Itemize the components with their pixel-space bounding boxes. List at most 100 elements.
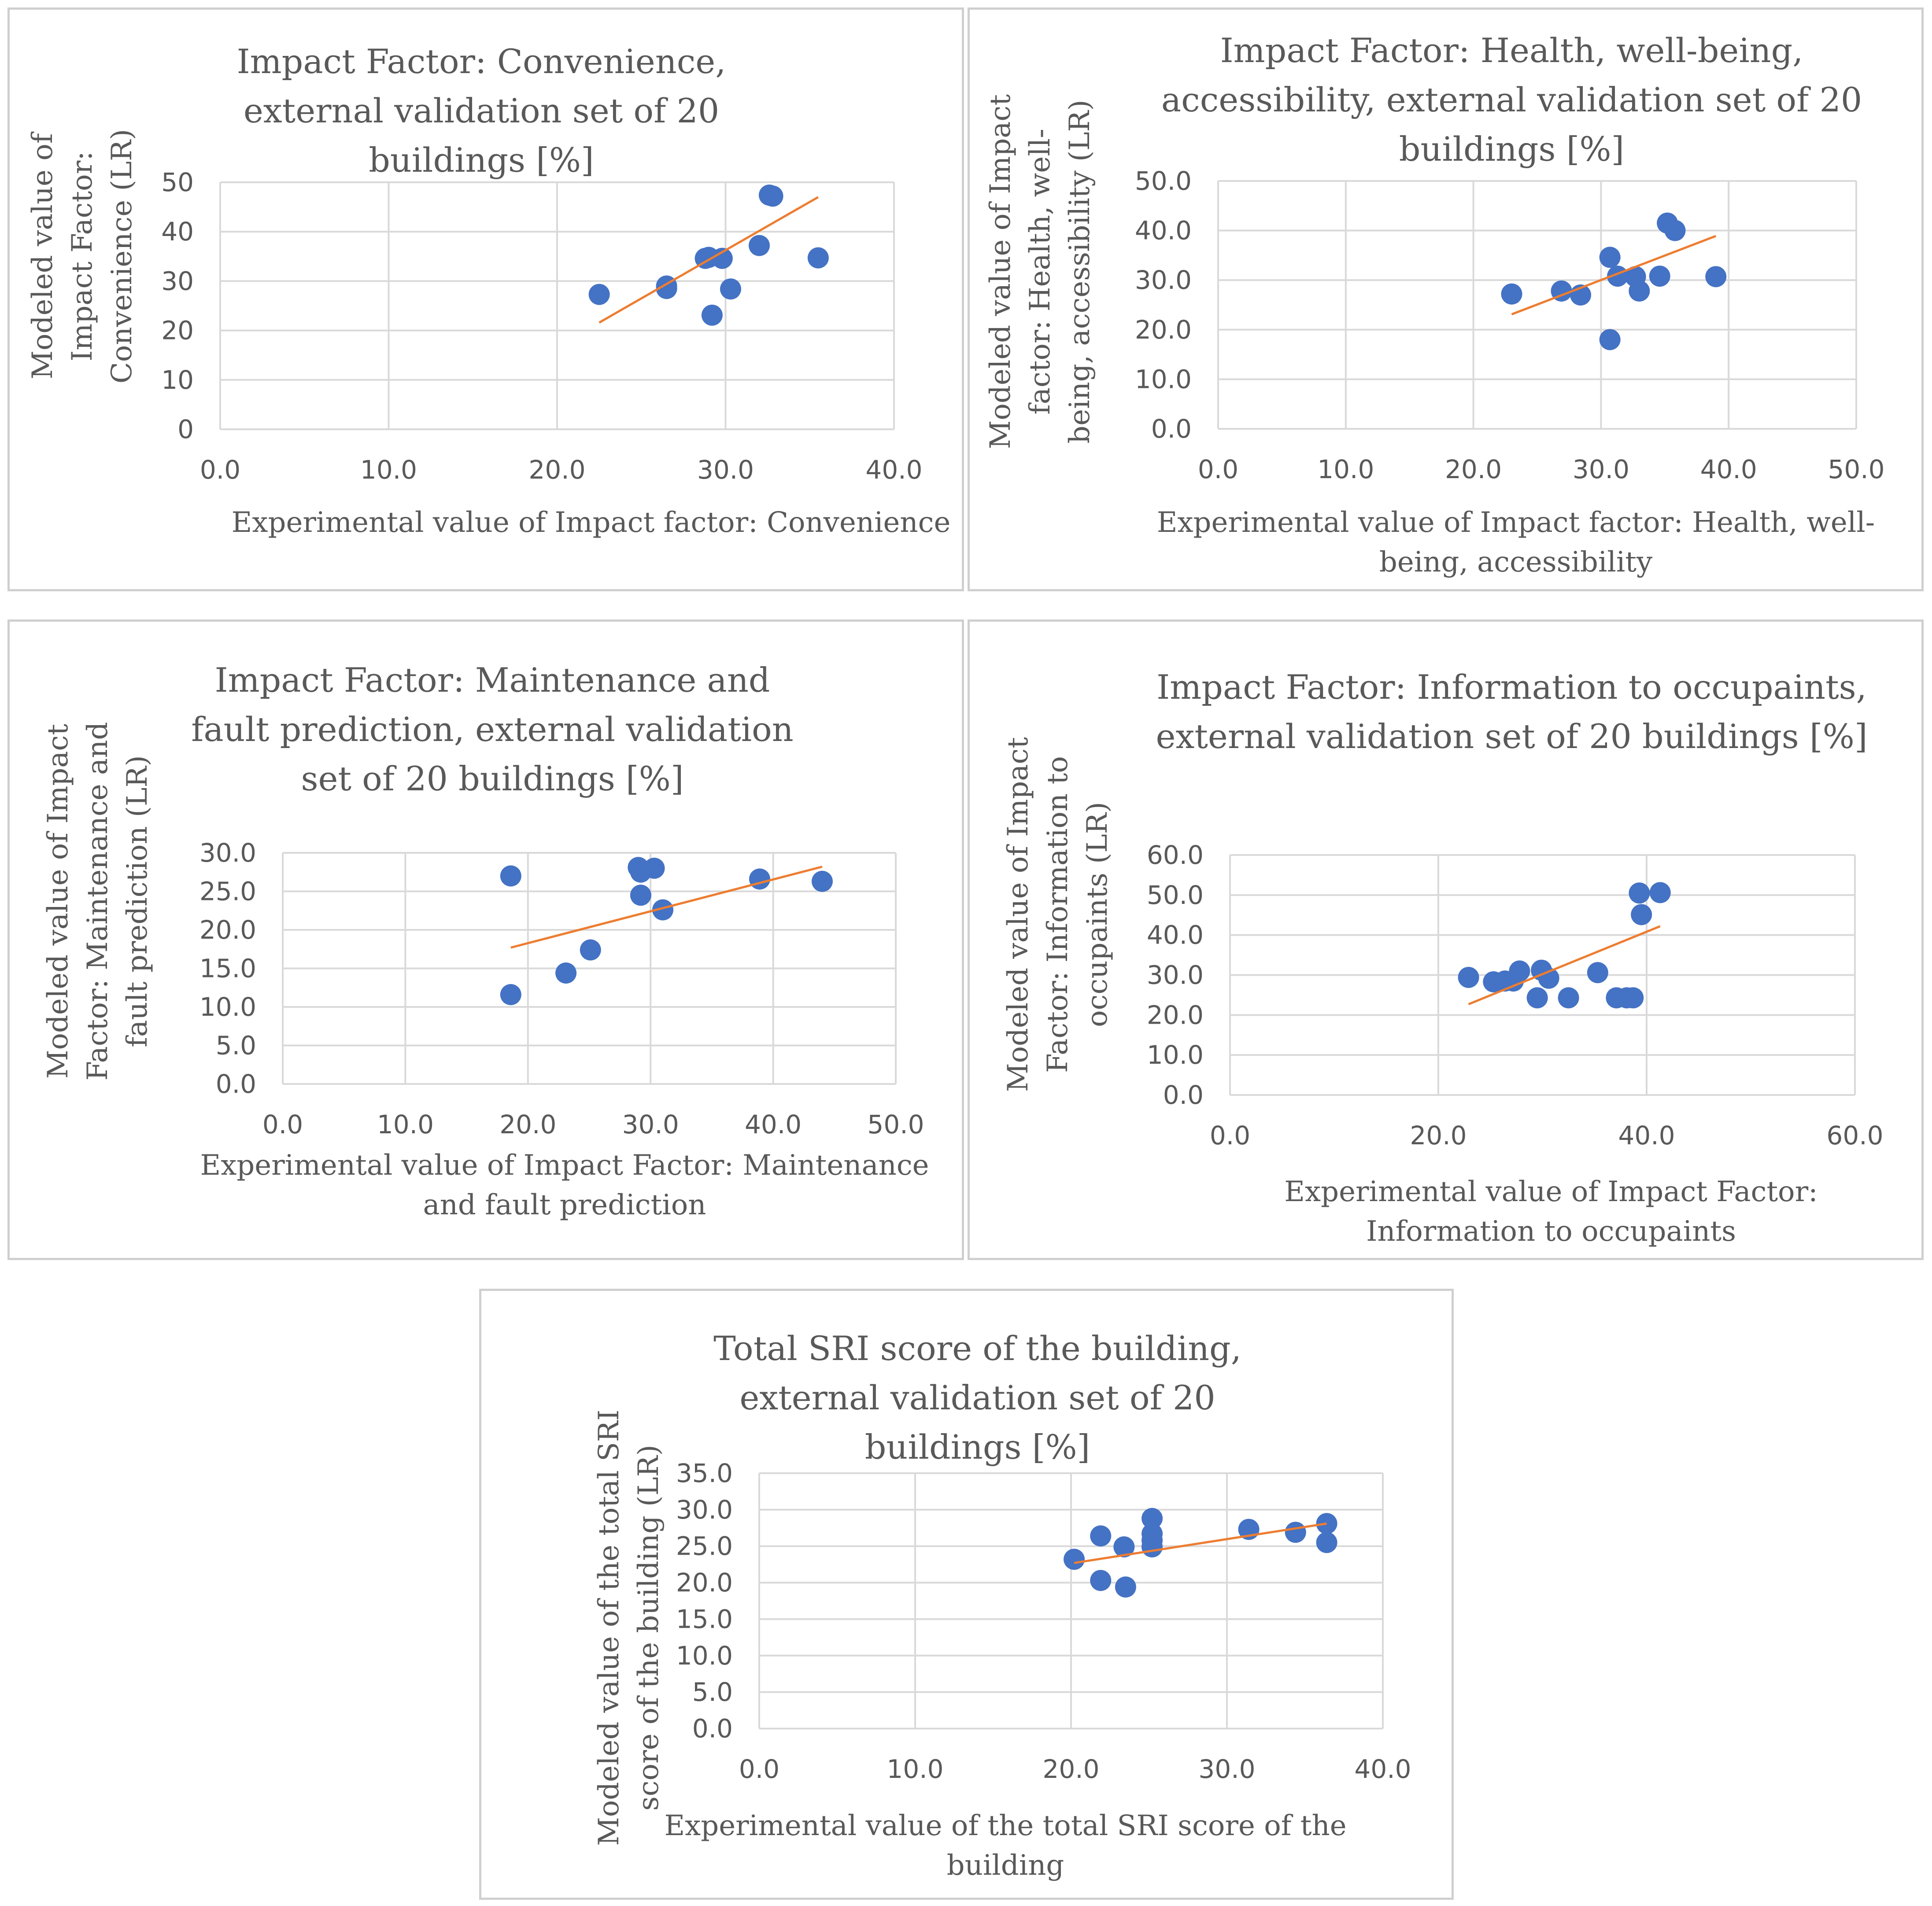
x-tick-label: 0.0 bbox=[739, 1754, 779, 1784]
y-tick-label: 20.0 bbox=[676, 1568, 733, 1598]
x-tick-label: 50.0 bbox=[1828, 454, 1884, 484]
chart-title: Impact Factor: Information to occupaints… bbox=[1156, 667, 1868, 756]
x-tick-label: 20.0 bbox=[499, 1110, 556, 1139]
data-point bbox=[1526, 987, 1548, 1009]
data-point bbox=[1141, 1536, 1163, 1558]
data-point bbox=[1558, 987, 1579, 1009]
x-axis-label: Experimental value of Impact Factor: Mai… bbox=[200, 1149, 929, 1221]
x-tick-label: 20.0 bbox=[1042, 1754, 1099, 1784]
data-point bbox=[555, 962, 577, 984]
y-tick-label: 30.0 bbox=[1147, 960, 1204, 990]
data-point bbox=[1587, 962, 1608, 984]
data-point bbox=[711, 247, 733, 269]
y-tick-label: 0 bbox=[177, 414, 194, 444]
data-point bbox=[1599, 329, 1621, 350]
x-tick-label: 20.0 bbox=[1410, 1121, 1467, 1150]
data-point bbox=[720, 278, 741, 300]
y-tick-label: 10.0 bbox=[676, 1641, 733, 1670]
y-tick-label: 30 bbox=[161, 266, 194, 296]
data-point bbox=[749, 235, 770, 256]
data-point bbox=[749, 868, 770, 890]
data-point bbox=[580, 939, 601, 961]
y-tick-label: 20.0 bbox=[1147, 1000, 1204, 1030]
x-tick-label: 40.0 bbox=[745, 1110, 802, 1139]
x-tick-label: 20.0 bbox=[528, 455, 585, 485]
chart-title: Impact Factor: Health, well-being, acces… bbox=[1161, 31, 1862, 169]
trendline bbox=[1468, 925, 1661, 1006]
y-tick-label: 20.0 bbox=[199, 915, 256, 945]
x-tick-label: 0.0 bbox=[1198, 454, 1238, 484]
data-point bbox=[500, 865, 521, 887]
data-point bbox=[1705, 266, 1727, 288]
x-tick-label: 0.0 bbox=[1210, 1121, 1250, 1150]
y-tick-label: 10.0 bbox=[199, 992, 256, 1022]
data-point bbox=[643, 858, 665, 879]
data-point bbox=[1458, 966, 1479, 988]
x-tick-label: 40.0 bbox=[1354, 1754, 1411, 1784]
data-point bbox=[701, 304, 723, 326]
data-point bbox=[1090, 1525, 1112, 1547]
data-point bbox=[1599, 247, 1621, 268]
data-point bbox=[1316, 1513, 1337, 1534]
x-tick-label: 40.0 bbox=[865, 455, 922, 485]
chart-panel-health: Impact Factor: Health, well-being, acces… bbox=[968, 7, 1924, 591]
data-point bbox=[1622, 987, 1644, 1009]
data-point bbox=[1285, 1522, 1306, 1543]
y-tick-label: 10 bbox=[161, 365, 194, 395]
y-tick-label: 0.0 bbox=[216, 1069, 256, 1099]
y-tick-label: 0.0 bbox=[692, 1714, 733, 1744]
data-point bbox=[500, 984, 521, 1005]
y-tick-label: 30.0 bbox=[199, 838, 256, 868]
chart-plot: 0.0 10.0 20.0 30.0 40.0 50.0 60.0 0.0 20.0 40.0 60… bbox=[1147, 840, 1884, 1150]
x-axis-label: Experimental value of Impact Factor: Inf… bbox=[1284, 1176, 1818, 1248]
data-point bbox=[1649, 882, 1671, 903]
data-point bbox=[807, 247, 829, 269]
chart-title: Impact Factor: Convenience, external val… bbox=[236, 42, 726, 180]
data-point bbox=[1113, 1536, 1135, 1558]
y-tick-label: 5.0 bbox=[692, 1677, 733, 1707]
data-point bbox=[1115, 1576, 1136, 1598]
y-tick-label: 0.0 bbox=[1151, 414, 1192, 444]
y-tick-label: 15.0 bbox=[676, 1604, 733, 1634]
chart-panel-convenience: Impact Factor: Convenience, external val… bbox=[7, 7, 964, 591]
x-tick-label: 10.0 bbox=[887, 1754, 943, 1784]
data-point bbox=[1629, 280, 1650, 302]
data-point bbox=[1649, 265, 1670, 287]
y-tick-label: 40 bbox=[161, 217, 194, 247]
x-tick-label: 40.0 bbox=[1618, 1121, 1675, 1150]
chart-plot: 0.0 5.0 10.0 15.0 20.0 25.0 30.0 0.0 10.0 20.0 30.… bbox=[199, 838, 924, 1139]
x-axis-label: Experimental value of Impact factor: Con… bbox=[231, 506, 951, 539]
y-tick-label: 30.0 bbox=[1135, 265, 1192, 295]
x-tick-label: 0.0 bbox=[262, 1110, 303, 1139]
y-tick-label: 30.0 bbox=[676, 1495, 733, 1525]
x-tick-label: 40.0 bbox=[1700, 454, 1757, 484]
y-tick-label: 40.0 bbox=[1147, 920, 1204, 950]
y-tick-label: 25.0 bbox=[199, 877, 256, 907]
y-tick-label: 25.0 bbox=[676, 1531, 733, 1561]
x-tick-label: 0.0 bbox=[200, 455, 240, 485]
data-point bbox=[762, 185, 783, 207]
x-tick-label: 20.0 bbox=[1445, 454, 1502, 484]
chart-panel-information: Impact Factor: Information to occupaints… bbox=[968, 619, 1924, 1260]
data-point bbox=[652, 899, 674, 921]
y-tick-label: 20.0 bbox=[1135, 315, 1192, 345]
y-tick-label: 0.0 bbox=[1163, 1080, 1204, 1110]
x-tick-label: 30.0 bbox=[697, 455, 754, 485]
chart-plot: 0 10 20 30 40 50 0.0 10.0 20.0 30.0 40.0 bbox=[161, 167, 922, 485]
data-point bbox=[1501, 283, 1522, 305]
data-point bbox=[811, 870, 833, 892]
x-axis-label: Experimental value of the total SRI scor… bbox=[664, 1810, 1347, 1882]
chart-plot: 0.0 10.0 20.0 30.0 40.0 50.0 0.0 10.0 20.0 30.0 40… bbox=[1135, 166, 1885, 484]
x-tick-label: 10.0 bbox=[1317, 454, 1374, 484]
y-tick-label: 50.0 bbox=[1135, 166, 1192, 196]
x-tick-label: 10.0 bbox=[360, 455, 417, 485]
data-point bbox=[1664, 220, 1686, 241]
trendline bbox=[598, 196, 819, 324]
x-tick-label: 60.0 bbox=[1826, 1121, 1883, 1150]
data-point bbox=[1629, 882, 1650, 904]
data-point bbox=[1064, 1548, 1085, 1570]
y-tick-label: 10.0 bbox=[1135, 364, 1192, 394]
data-point bbox=[1631, 904, 1652, 925]
x-tick-label: 30.0 bbox=[622, 1110, 679, 1139]
chart-panel-maintenance: Impact Factor: Maintenance and fault pre… bbox=[7, 619, 964, 1260]
